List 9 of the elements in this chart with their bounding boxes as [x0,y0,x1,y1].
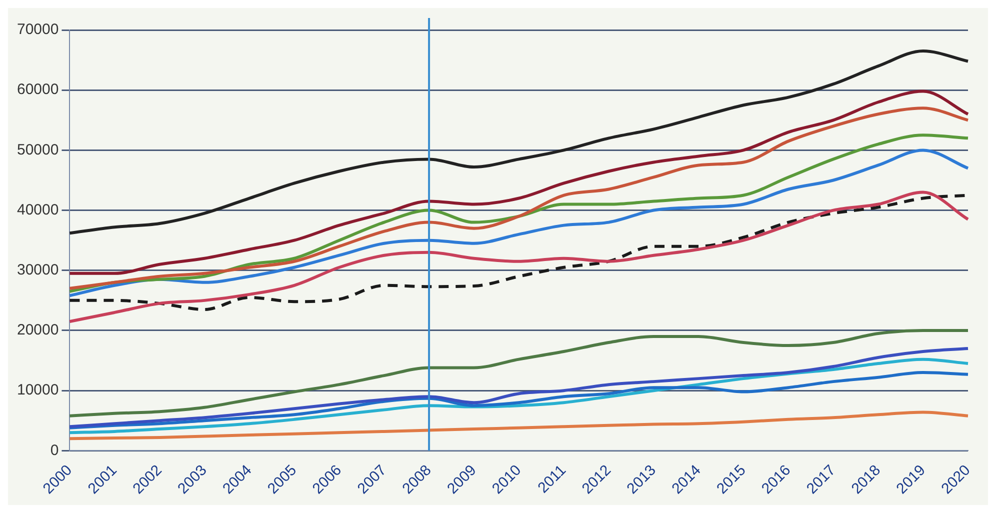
y-tick-label: 0 [50,442,59,459]
y-tick-label: 20000 [16,322,59,339]
y-tick-label: 70000 [16,21,59,38]
y-tick-label: 10000 [16,382,59,399]
y-tick-label: 50000 [16,141,59,158]
line-series [68,410,970,440]
y-tick-label: 60000 [16,81,59,98]
y-tick-label: 30000 [16,262,59,279]
y-tick-label: 40000 [16,201,59,218]
